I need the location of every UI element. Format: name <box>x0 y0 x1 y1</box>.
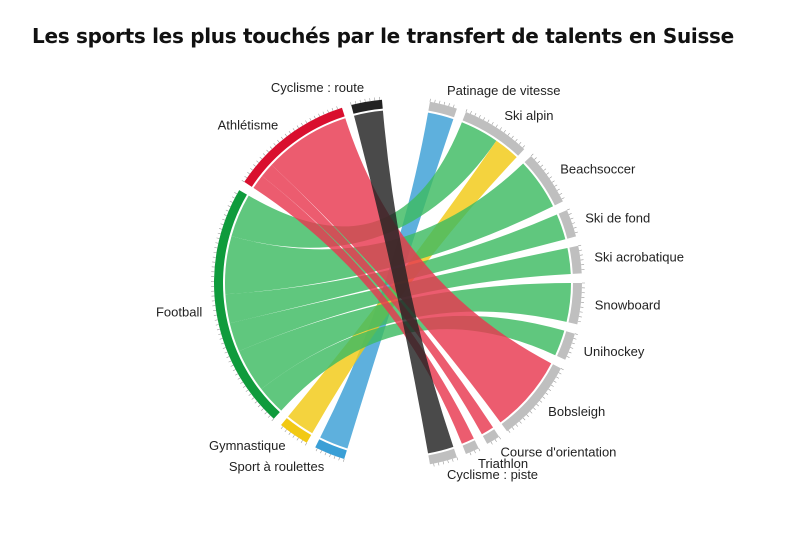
arc-gymnastique <box>281 418 312 443</box>
chart-title: Les sports les plus touchés par le trans… <box>32 24 734 48</box>
arc-ticks-patinage-de-vitesse <box>429 98 455 108</box>
label-gymnastique: Gymnastique <box>209 438 286 453</box>
arc-ticks-course-d-orientation <box>490 436 502 445</box>
ribbon-athletisme-to-triathlon <box>253 176 474 444</box>
arc-ticks-beachsoccer <box>530 153 565 200</box>
arc-cyclisme-route <box>351 99 383 114</box>
arc-bobsleigh <box>501 364 561 432</box>
arc-football <box>213 190 280 419</box>
arc-layer <box>211 96 585 467</box>
ribbon-football-to-beachsoccer <box>225 163 554 295</box>
ribbon-football-to-unihockey <box>261 315 565 411</box>
arc-ski-de-fond <box>558 210 577 239</box>
label-layer: Cyclisme : route Athlétisme Football Gymnas… <box>156 80 684 482</box>
arc-patinage-de-vitesse <box>428 101 457 118</box>
arc-ticks-football <box>211 192 274 422</box>
ribbon-layer <box>225 110 571 454</box>
arc-triathlon <box>462 440 479 454</box>
ribbon-football-to-ski-alpin <box>231 122 497 248</box>
ribbon-football-to-snowboard <box>238 283 571 390</box>
ribbon-cyclisme-route-to-cyclisme-piste <box>354 110 454 454</box>
label-ski-de-fond: Ski de fond <box>585 211 650 226</box>
label-bobsleigh: Bobsleigh <box>548 404 605 419</box>
arc-ticks-ski-acrobatique <box>578 244 585 270</box>
arc-ski-alpin <box>462 112 525 156</box>
arc-course-d-orientation <box>482 429 500 444</box>
arc-ticks-gymnastique <box>280 426 308 446</box>
label-patinage-de-vitesse: Patinage de vitesse <box>447 83 560 98</box>
arc-ticks-ski-alpin <box>465 109 525 148</box>
arc-ticks-unihockey <box>566 333 578 358</box>
label-football: Football <box>156 305 202 320</box>
label-cyclisme-piste: Cyclisme : piste <box>447 467 538 482</box>
arc-ski-acrobatique <box>569 245 582 274</box>
arc-athletisme <box>244 107 345 187</box>
arc-unihockey <box>557 331 575 360</box>
label-unihockey: Unihockey <box>584 344 645 359</box>
label-cyclisme-route: Cyclisme : route <box>271 80 364 95</box>
label-athletisme: Athlétisme <box>218 117 279 132</box>
arc-cyclisme-piste <box>428 448 457 465</box>
arc-ticks-cyclisme-route <box>350 96 380 106</box>
arc-ticks-ski-de-fond <box>566 208 578 234</box>
ribbon-athletisme-to-bobsleigh <box>271 118 552 423</box>
ribbon-athletisme-to-course-d-orientation <box>262 164 494 435</box>
label-ski-acrobatique: Ski acrobatique <box>594 250 684 265</box>
arc-sport-a-roulettes <box>315 439 347 459</box>
arc-ticks-triathlon <box>469 448 481 456</box>
label-beachsoccer: Beachsoccer <box>560 161 636 176</box>
arc-snowboard <box>568 283 582 325</box>
label-snowboard: Snowboard <box>595 297 661 312</box>
arc-ticks-sport-a-roulettes <box>315 448 345 462</box>
ribbon-football-to-ski-acrobatique <box>229 248 571 352</box>
label-ski-alpin: Ski alpin <box>504 108 553 123</box>
arc-ticks-cyclisme-piste <box>433 457 459 467</box>
arc-ticks-bobsleigh <box>508 368 564 433</box>
arc-beachsoccer <box>524 155 563 206</box>
arc-ticks-athletisme <box>241 106 338 183</box>
label-course-d-orientation: Course d'orientation <box>500 444 616 459</box>
label-sport-a-roulettes: Sport à roulettes <box>229 459 325 474</box>
label-triathlon: Triathlon <box>478 456 528 471</box>
arc-ticks-snowboard <box>577 282 585 323</box>
